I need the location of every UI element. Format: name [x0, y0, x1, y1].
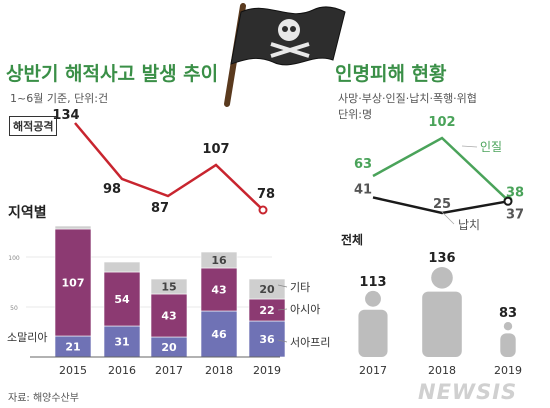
- casualty-value-label: 41: [354, 182, 372, 197]
- stacked-bar-segment: [103, 261, 141, 273]
- person-figure-body: [422, 291, 462, 357]
- attack-value-label: 87: [151, 201, 169, 216]
- people-year-label: 2018: [428, 364, 456, 377]
- attack-line-series: [74, 122, 264, 211]
- segment-value-label: 43: [211, 284, 226, 297]
- pirate-flag-icon: [224, 3, 346, 107]
- stacked-bar-segment: [150, 278, 188, 295]
- segment-value-label: 15: [161, 281, 176, 294]
- legend-leader-line: [277, 339, 288, 343]
- segment-value-label: 36: [259, 333, 275, 346]
- segment-value-label: 54: [114, 293, 130, 306]
- stacked-bar-segment: [200, 251, 238, 269]
- attack-line-endpoint: [258, 205, 268, 215]
- stacked-bar-segment: [248, 278, 286, 300]
- attack-value-label: 134: [52, 108, 79, 123]
- left-subtitle: 1~6월 기준, 단위:건: [10, 92, 109, 105]
- watermark: NEWSIS: [418, 380, 518, 404]
- casualty-value-label: 25: [433, 197, 451, 212]
- people-total-label: 83: [499, 306, 517, 321]
- person-figure-head: [431, 267, 453, 289]
- segment-value-label: 20: [161, 341, 177, 354]
- segment-value-label: 46: [211, 328, 227, 341]
- left-title: 상반기 해적사고 발생 추이: [6, 63, 219, 85]
- stacked-bar-segment: [150, 293, 188, 338]
- casualty-line-series: [372, 196, 509, 215]
- segment-value-label: 43: [161, 310, 176, 323]
- x-tick-label: 2017: [155, 364, 183, 377]
- people-total-label: 113: [359, 275, 386, 290]
- legend-leader-line: [277, 284, 288, 288]
- stacked-bar-segment: [103, 325, 141, 358]
- attack-value-label: 78: [257, 187, 275, 202]
- people-label: 전체: [341, 233, 364, 247]
- stacked-bar-segment: [248, 320, 286, 358]
- segment-value-label: 21: [65, 341, 80, 354]
- x-tick-label: 2018: [205, 364, 233, 377]
- y-tick-label: 100: [8, 255, 20, 262]
- region-legend-label: 소말리아: [7, 331, 47, 344]
- segment-value-label: 31: [114, 336, 129, 349]
- segment-value-label: 107: [62, 277, 85, 290]
- person-figure-head: [365, 290, 381, 307]
- stacked-bar-segment: [103, 271, 141, 327]
- label-leader-line: [461, 145, 478, 148]
- casualty-value-label: 102: [428, 115, 455, 130]
- kidnap-series-label: 납치: [458, 218, 480, 232]
- region-legend-label: 서아프리카: [290, 336, 330, 349]
- people-year-label: 2019: [494, 364, 522, 377]
- region-heading: 지역별: [8, 205, 47, 221]
- x-tick-label: 2019: [253, 364, 281, 377]
- right-subtitle: 사망·부상·인질·납치·폭행·위협: [338, 92, 477, 105]
- stacked-bar-segment: [54, 225, 92, 230]
- attack-value-label: 107: [202, 142, 229, 157]
- segment-value-label: 22: [259, 304, 274, 317]
- right-title: 인명피해 현황: [335, 63, 447, 85]
- person-figure-head: [503, 322, 513, 331]
- label-leader-line: [441, 211, 455, 225]
- person-figure-body: [358, 309, 388, 357]
- y-tick-label: 50: [10, 305, 18, 312]
- x-tick-label: 2016: [108, 364, 136, 377]
- segment-value-label: 16: [211, 254, 227, 267]
- attack-line-badge: 해적공격: [9, 116, 58, 136]
- person-figure-body: [500, 333, 516, 357]
- casualty-line-series: [372, 136, 509, 202]
- source-note: 자료: 해양수산부: [8, 393, 79, 404]
- legend-leader-line: [277, 308, 288, 311]
- x-tick-label: 2015: [59, 364, 87, 377]
- region-legend-label: 아시아: [290, 303, 320, 316]
- right-unit: 단위:명: [338, 108, 373, 121]
- casualty-line-endpoint: [503, 196, 513, 206]
- casualty-value-label: 38: [506, 185, 524, 200]
- left-chart-canvas: 134 98 87 107 78 50 100 21 107 31 54 20 43 15 46 43 16 3…: [7, 108, 330, 377]
- casualty-value-label: 37: [506, 207, 524, 222]
- stacked-bar-segment: [54, 228, 92, 337]
- segment-value-label: 20: [259, 283, 275, 296]
- attack-value-label: 98: [103, 182, 121, 197]
- region-legend-label: 기타: [290, 281, 310, 294]
- hostage-series-label: 인질: [480, 140, 502, 154]
- casualty-value-label: 63: [354, 157, 372, 172]
- people-year-label: 2017: [359, 364, 387, 377]
- people-total-label: 136: [428, 251, 455, 266]
